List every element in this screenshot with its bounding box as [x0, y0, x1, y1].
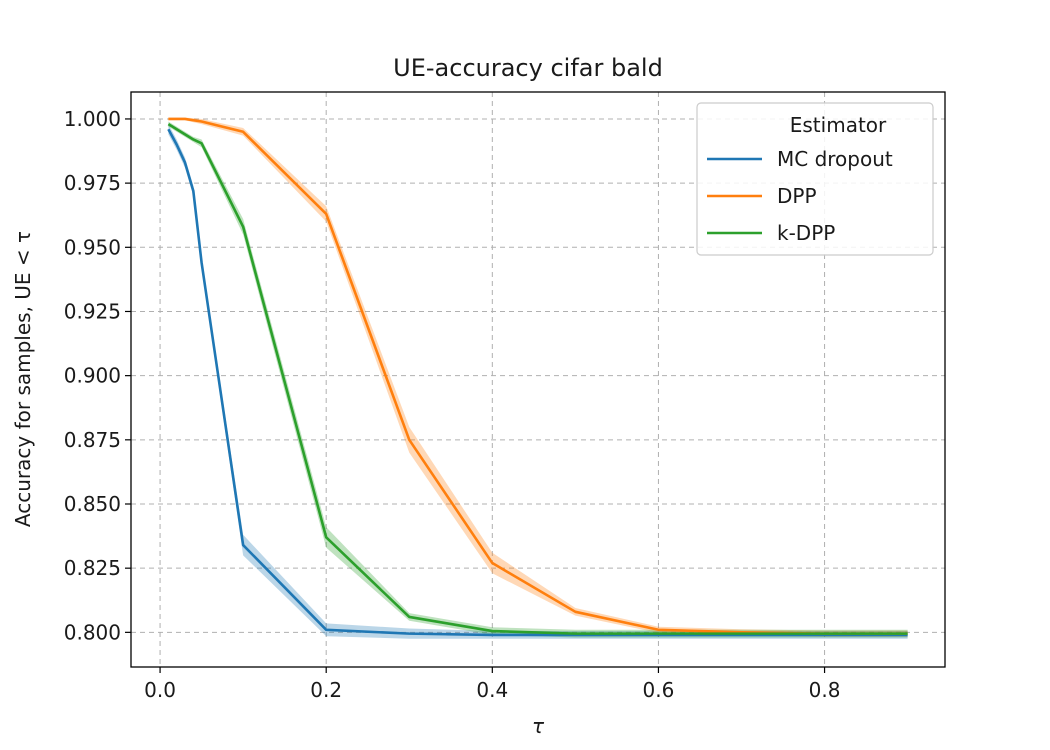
- dpp-line: [168, 117, 908, 635]
- y-tick-label: 0.825: [64, 556, 121, 580]
- series-lines: [167, 117, 908, 637]
- y-tick-label: 0.975: [64, 171, 121, 195]
- x-axis-label: τ: [532, 714, 545, 738]
- x-tick-label: 0.8: [809, 678, 841, 702]
- legend: Estimator MC dropout DPP k-DPP: [696, 102, 934, 256]
- k-dpp-line: [167, 122, 908, 635]
- x-tick-label: 0.2: [310, 678, 342, 702]
- y-tick-label: 0.875: [64, 428, 121, 452]
- plot-frame: [130, 91, 946, 668]
- x-tick-label: 0.6: [643, 678, 675, 702]
- y-tick-label: 0.850: [64, 492, 121, 516]
- legend-items: MC dropout DPP k-DPP: [707, 147, 893, 245]
- y-tick-label: 0.925: [64, 299, 121, 323]
- y-tick-label: 0.800: [64, 620, 121, 644]
- y-axis-label: Accuracy for samples, UE < τ: [11, 231, 35, 527]
- legend-title: Estimator: [790, 113, 887, 137]
- axis-ticks: 0.0 0.2 0.4 0.6 0.8 0.800 0.825 0.850 0.875 0.900…: [64, 107, 841, 702]
- x-tick-label: 0.0: [144, 678, 176, 702]
- y-tick-label: 1.000: [64, 107, 121, 131]
- chart-title: UE-accuracy cifar bald: [393, 54, 663, 82]
- legend-label-k-dpp: k-DPP: [777, 221, 835, 245]
- legend-box: [696, 102, 934, 256]
- x-tick-label: 0.4: [476, 678, 508, 702]
- y-tick-label: 0.950: [64, 235, 121, 259]
- legend-label-mc-dropout: MC dropout: [777, 147, 893, 171]
- legend-label-dpp: DPP: [777, 184, 817, 208]
- y-tick-label: 0.900: [64, 364, 121, 388]
